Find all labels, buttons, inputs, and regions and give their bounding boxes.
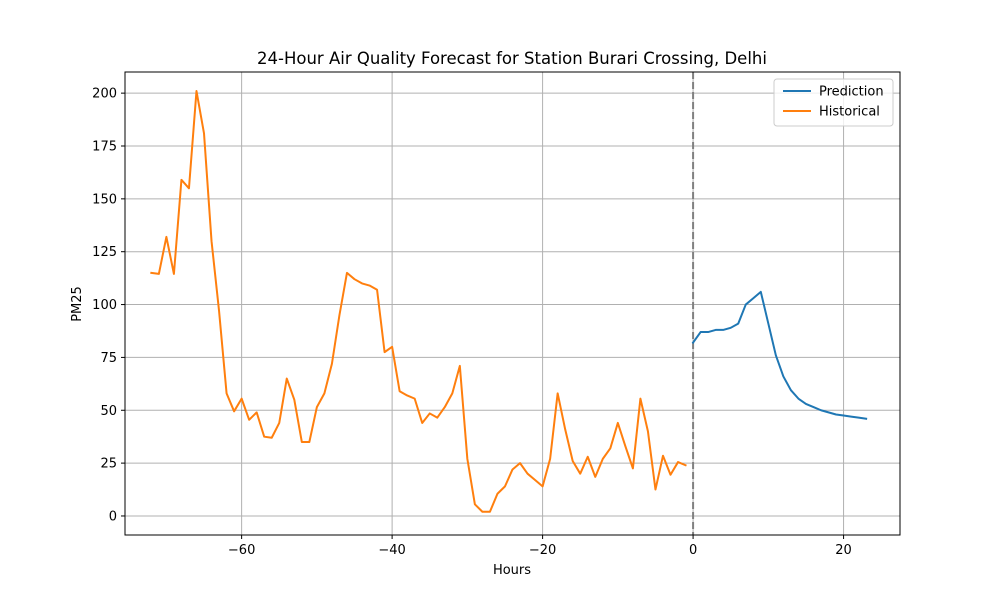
y-tick-label: 0 bbox=[109, 509, 117, 524]
y-axis: 0 25 50 75 100 125 150 175 200 bbox=[92, 87, 125, 524]
y-axis-label: PM25 bbox=[70, 286, 85, 322]
x-tick-label: 0 bbox=[689, 543, 697, 558]
legend-label: Prediction bbox=[819, 85, 884, 100]
series-layer bbox=[150, 90, 868, 513]
series-line bbox=[150, 90, 687, 513]
y-tick-label: 100 bbox=[92, 298, 117, 313]
x-axis-label: Hours bbox=[493, 563, 531, 578]
x-axis: −60 −40 −20 0 20 bbox=[228, 535, 852, 558]
x-tick-label: 20 bbox=[835, 543, 852, 558]
y-tick-label: 25 bbox=[100, 457, 117, 472]
legend-label: Historical bbox=[819, 105, 880, 120]
grid bbox=[125, 72, 900, 535]
y-tick-label: 50 bbox=[100, 404, 117, 419]
series-historical bbox=[150, 90, 687, 513]
x-tick-label: −20 bbox=[529, 543, 556, 558]
y-tick-label: 200 bbox=[92, 87, 117, 102]
series-prediction bbox=[691, 290, 868, 420]
y-tick-label: 150 bbox=[92, 192, 117, 207]
plot-frame bbox=[124, 71, 901, 536]
y-tick-label: 175 bbox=[92, 139, 117, 154]
y-tick-label: 125 bbox=[92, 245, 117, 260]
series-line bbox=[691, 290, 868, 420]
legend: Prediction Historical bbox=[773, 78, 894, 127]
y-tick-label: 75 bbox=[100, 351, 117, 366]
chart-title: 24-Hour Air Quality Forecast for Station… bbox=[257, 49, 767, 68]
x-tick-label: −60 bbox=[228, 543, 255, 558]
x-tick-label: −40 bbox=[378, 543, 405, 558]
